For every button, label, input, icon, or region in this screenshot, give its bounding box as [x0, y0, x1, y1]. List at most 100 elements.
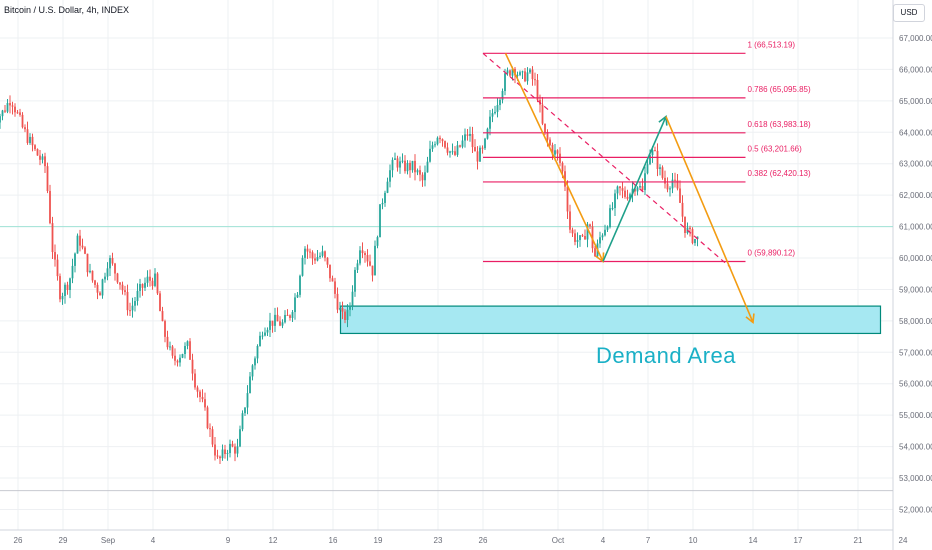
- fib-level-label: 0.5 (63,201.66): [748, 144, 803, 153]
- candle-up: [616, 186, 619, 194]
- candle-down: [204, 399, 206, 408]
- candle-down: [584, 236, 586, 240]
- candle-up: [529, 69, 531, 73]
- candle-up: [611, 208, 614, 210]
- candle-down: [541, 104, 544, 124]
- candle-up: [246, 393, 249, 408]
- candle-up: [521, 71, 524, 73]
- candle-up: [586, 224, 589, 240]
- time-tick-label: 4: [601, 536, 606, 545]
- candle-up: [601, 235, 604, 238]
- candle-down: [371, 265, 374, 276]
- candle-up: [426, 161, 429, 173]
- candle-down: [289, 315, 291, 318]
- candle-up: [109, 257, 111, 269]
- dashed-trend-line[interactable]: [482, 52, 731, 268]
- candle-down: [209, 428, 211, 430]
- candle-up: [554, 150, 556, 155]
- candle-down: [99, 292, 101, 296]
- candle-down: [666, 183, 669, 190]
- time-tick-label: 4: [151, 536, 156, 545]
- candle-up: [281, 322, 284, 326]
- candle-up: [316, 257, 319, 261]
- candle-up: [506, 70, 509, 74]
- candle-up: [424, 172, 426, 181]
- candle-down: [396, 158, 399, 168]
- candle-up: [401, 160, 404, 162]
- candle-down: [149, 276, 151, 281]
- price-tick-label: 66,000.00: [899, 65, 932, 74]
- candle-up: [379, 204, 381, 238]
- candle-up: [389, 170, 391, 182]
- down-move-arrow-line[interactable]: [504, 52, 604, 262]
- candle-up: [261, 335, 264, 337]
- candle-down: [421, 174, 424, 181]
- candle-down: [51, 223, 54, 253]
- candle-down: [621, 188, 624, 191]
- candle-down: [366, 255, 369, 262]
- candle-up: [486, 128, 489, 139]
- candle-down: [336, 293, 339, 310]
- candle-down: [19, 112, 21, 115]
- candle-up: [294, 297, 296, 313]
- candle-down: [234, 446, 236, 454]
- candle-down: [369, 261, 371, 266]
- candle-down: [634, 188, 636, 192]
- candle-up: [381, 202, 384, 205]
- down-projection-arrow-line[interactable]: [665, 116, 754, 323]
- time-tick-label: 7: [646, 536, 651, 545]
- symbol-title[interactable]: Bitcoin / U.S. Dollar, 4h, INDEX: [4, 5, 130, 15]
- candle-down: [331, 278, 334, 282]
- candle-up: [169, 346, 171, 348]
- candle-down: [84, 247, 86, 254]
- candle-down: [691, 229, 694, 244]
- demand-area-box[interactable]: [339, 305, 882, 335]
- fib-level-label: 0.382 (62,420.13): [748, 169, 811, 178]
- candle-down: [444, 141, 446, 148]
- candle-up: [6, 103, 9, 112]
- candle-up: [259, 335, 261, 346]
- candle-up: [606, 227, 609, 230]
- candle-up: [649, 155, 651, 165]
- time-tick-label: 26: [14, 536, 23, 545]
- candle-down: [476, 151, 479, 162]
- time-tick-label: Oct: [552, 536, 565, 545]
- candle-down: [214, 444, 216, 456]
- price-tick-label: 60,000.00: [899, 254, 932, 263]
- candle-up: [136, 290, 139, 302]
- up-swing-arrow-line[interactable]: [602, 116, 667, 262]
- candle-down: [409, 162, 411, 171]
- candle-up: [496, 105, 499, 112]
- candle-up: [229, 443, 231, 454]
- candle-down: [276, 314, 279, 322]
- currency-selector[interactable]: USD: [893, 4, 925, 22]
- candle-down: [66, 284, 69, 291]
- candle-down: [459, 145, 461, 147]
- candle-up: [284, 314, 286, 323]
- candle-down: [509, 70, 511, 76]
- candle-down: [594, 248, 596, 257]
- candle-up: [256, 345, 259, 359]
- candle-up: [526, 72, 529, 82]
- candle-down: [166, 336, 169, 348]
- candle-up: [146, 276, 149, 283]
- candle-up: [239, 429, 241, 447]
- time-tick-label: 29: [59, 536, 68, 545]
- candle-up: [479, 147, 481, 162]
- candle-down: [161, 311, 164, 322]
- candle-up: [61, 295, 64, 300]
- candle-up: [646, 164, 649, 174]
- candle-down: [534, 79, 536, 81]
- candle-down: [641, 186, 644, 191]
- candle-down: [311, 252, 314, 259]
- candle-up: [349, 305, 351, 310]
- candle-up: [579, 235, 581, 241]
- candle-down: [176, 360, 179, 363]
- time-tick-label: 24: [899, 536, 908, 545]
- candle-down: [81, 245, 84, 248]
- candle-down: [559, 153, 561, 163]
- candle-down: [216, 455, 219, 457]
- candle-up: [134, 301, 136, 306]
